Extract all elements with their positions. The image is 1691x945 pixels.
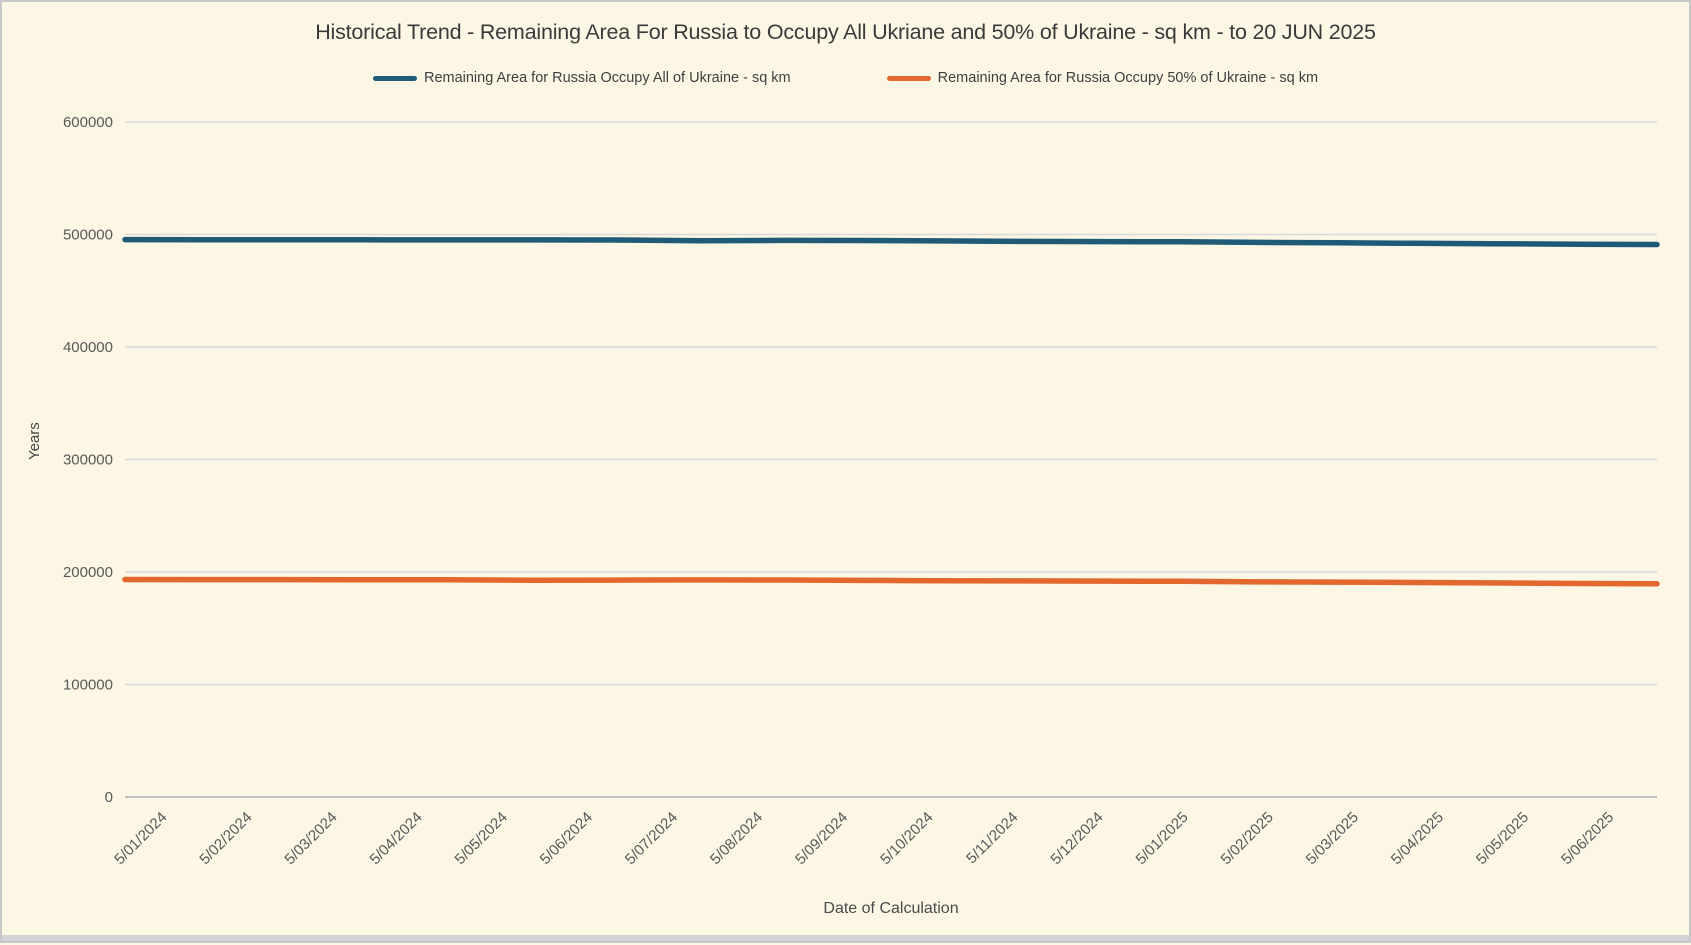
y-tick-label: 500000 — [63, 227, 113, 244]
x-tick-labels: 5/01/2024 5/02/2024 5/03/2024 5/04/2024 5/05… — [111, 809, 1617, 868]
x-tick-label: 5/03/2024 — [281, 809, 340, 868]
y-axis-title: Years — [26, 422, 43, 460]
chart-title: Historical Trend - Remaining Area For Ru… — [315, 20, 1376, 44]
x-tick-label: 5/07/2024 — [622, 809, 681, 868]
window-bottom-edge — [2, 935, 1689, 941]
legend: Remaining Area for Russia Occupy All of … — [2, 70, 1689, 86]
y-tick-label: 300000 — [63, 452, 113, 469]
series-line-all-ukraine — [122, 236, 1660, 248]
x-tick-label: 5/10/2024 — [877, 809, 936, 868]
legend-swatch-all-ukraine — [372, 75, 417, 81]
x-tick-label: 5/05/2024 — [452, 809, 511, 868]
x-tick-label: 5/04/2024 — [367, 809, 426, 868]
y-tick-label: 400000 — [63, 339, 113, 356]
y-tick-label: 100000 — [63, 677, 113, 694]
y-tick-labels: 0 100000 200000 300000 400000 500000 600000 — [63, 114, 113, 806]
x-tick-label: 5/06/2024 — [537, 809, 596, 868]
x-axis-title: Date of Calculation — [823, 900, 959, 917]
x-tick-label: 5/02/2024 — [196, 809, 255, 868]
x-tick-label: 5/01/2024 — [111, 809, 170, 868]
legend-swatch-50pct-ukraine — [886, 75, 931, 81]
x-tick-label: 5/08/2024 — [707, 809, 766, 868]
x-tick-label: 5/05/2025 — [1473, 809, 1532, 868]
x-tick-label: 5/04/2025 — [1388, 809, 1447, 868]
x-tick-label: 5/12/2024 — [1047, 809, 1106, 868]
legend-label-50pct-ukraine: Remaining Area for Russia Occupy 50% of … — [937, 70, 1319, 86]
x-tick-label: 5/06/2025 — [1558, 809, 1617, 868]
x-tick-label: 5/02/2025 — [1218, 809, 1277, 868]
x-tick-label: 5/01/2025 — [1133, 809, 1192, 868]
y-tick-label: 600000 — [63, 114, 113, 131]
legend-label-all-ukraine: Remaining Area for Russia Occupy All of … — [423, 70, 791, 86]
legend-item-50pct-ukraine: Remaining Area for Russia Occupy 50% of … — [886, 70, 1319, 86]
y-tick-label: 0 — [105, 789, 113, 806]
gridlines — [125, 121, 1657, 798]
series-line-50pct-ukraine — [122, 576, 1660, 587]
x-tick-label: 5/11/2024 — [963, 809, 1021, 867]
x-tick-label: 5/09/2024 — [792, 809, 851, 868]
y-tick-label: 200000 — [63, 564, 113, 581]
legend-item-all-ukraine: Remaining Area for Russia Occupy All of … — [372, 70, 791, 86]
x-tick-label: 5/03/2025 — [1303, 809, 1362, 868]
